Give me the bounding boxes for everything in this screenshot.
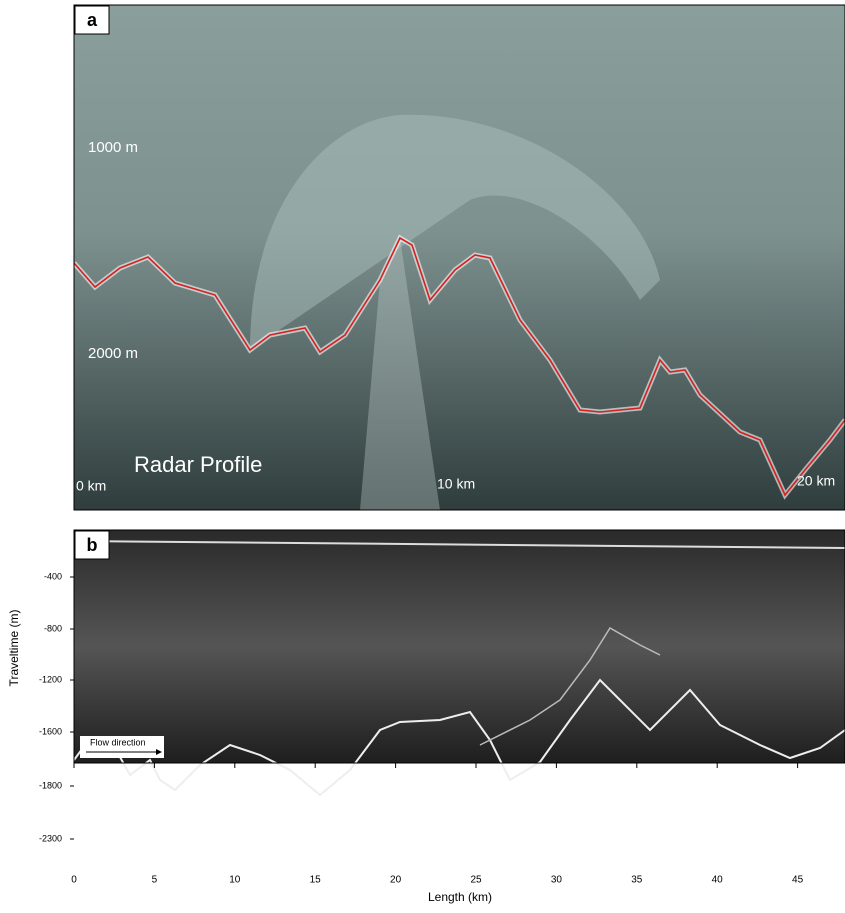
y-tick-label: -800 [44,623,62,633]
y-tick-label: -1800 [39,780,62,790]
panel-label: b [87,535,98,555]
reflection [360,238,440,510]
x-axis-label: Length (km) [428,890,492,904]
bed-line [73,236,845,497]
x-tick-label: 35 [631,875,643,886]
flow-arrowhead [156,749,162,755]
radar-image [74,5,845,510]
distance-label: 10 km [437,476,475,492]
x-tick-label: 5 [152,875,158,886]
ice-fold [250,114,660,350]
label-box [74,530,110,560]
x-tick-label: 25 [470,875,482,886]
panel-b: b Flow direction Traveltime (m) Length (… [7,529,845,904]
internal-layer [479,626,661,746]
x-tick-label: 10 [229,875,241,886]
panel-a: a 1000 m 2000 m Radar Profile 0 km 10 km… [72,4,845,511]
distance-label: 20 km [797,473,835,489]
y-axis-label: Traveltime (m) [7,610,21,687]
radar-image [74,530,845,763]
x-tick-label: 30 [551,875,563,886]
distance-label: 0 km [76,478,106,494]
x-tick-label: 0 [71,875,77,886]
x-tick-label: 45 [792,875,804,886]
surface [73,540,845,549]
y-tick-label: -1600 [39,726,62,736]
label-box [74,5,110,35]
y-tick-label: -400 [44,571,62,581]
depth-label: 2000 m [88,345,138,362]
y-tick-label: -1200 [39,674,62,684]
panel-label: a [87,10,98,30]
x-tick-label: 20 [390,875,402,886]
y-tick-label: -2300 [39,833,62,843]
x-tick-label: 15 [310,875,322,886]
depth-label: 1000 m [88,139,138,156]
frame [73,4,845,511]
bed-reflection [73,678,845,797]
profile-label: Radar Profile [134,452,262,477]
x-tick-label: 40 [712,875,724,886]
flow-label: Flow direction [90,737,146,747]
frame [73,529,845,764]
